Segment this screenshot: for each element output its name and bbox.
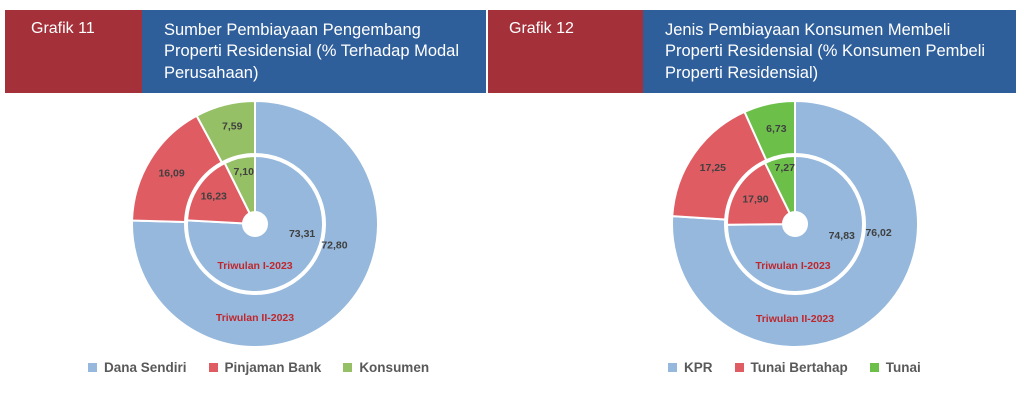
chart2-outer-label-2: 6,73 [766, 123, 787, 135]
chart2-inner-slice-1 [726, 161, 792, 226]
chart2-donut: 76,02 17,25 6,73 74,83 17,90 7,27 Triwulan II-… [671, 100, 919, 348]
chart1-title: Sumber Pembiayaan Pengembang Properti Re… [142, 10, 486, 93]
chart1-inner-ring-name: Triwulan I-2023 [217, 260, 292, 272]
chart1-inner-label-0: 73,31 [289, 228, 315, 240]
chart2-label: Grafik 12 [488, 10, 643, 93]
chart1-inner-slice-1 [186, 161, 251, 225]
chart2-inner-slice-0 [725, 154, 864, 293]
chart1-legend-swatch-1 [208, 363, 218, 372]
chart2-outer-slice-0 [671, 100, 919, 348]
chart2-outer-label-0: 76,02 [865, 227, 891, 239]
chart2-legend-label-1: Tunai Bertahap [750, 360, 848, 375]
chart1-legend-swatch-2 [343, 363, 353, 372]
chart1-legend-item-1: Pinjaman Bank [208, 360, 322, 375]
chart2-outer-ring-name: Triwulan II-2023 [756, 313, 834, 325]
chart1-legend-label-0: Dana Sendiri [104, 360, 187, 375]
chart1-label: Grafik 11 [5, 10, 142, 93]
chart1-outer-label-2: 7,59 [222, 121, 243, 133]
chart2-legend-label-0: KPR [684, 360, 713, 375]
chart2-legend-swatch-2 [869, 363, 879, 372]
chart1-legend-label-1: Pinjaman Bank [224, 360, 322, 375]
chart1-inner-slice-0 [186, 154, 324, 293]
chart1-legend-label-2: Konsumen [359, 360, 430, 375]
chart2-legend-swatch-1 [734, 363, 744, 372]
chart2-legend-label-2: Tunai [885, 360, 921, 375]
chart1-donut: 72,80 16,09 7,59 73,31 16,23 7,10 Triwulan II-… [131, 100, 379, 348]
chart2-inner-slice-2 [763, 154, 796, 215]
chart2-legend-swatch-0 [668, 363, 677, 372]
chart1-legend-swatch-0 [88, 363, 97, 372]
chart1-inner-slice-2 [223, 154, 256, 215]
chart1-inner-label-2: 7,10 [233, 166, 254, 178]
chart1-outer-ring-name: Triwulan II-2023 [216, 312, 294, 324]
chart1-outer-label-0: 72,80 [321, 239, 347, 251]
chart2-title: Jenis Pembiayaan Konsumen Membeli Proper… [643, 10, 1016, 93]
chart2-legend: KPR Tunai Bertahap Tunai [668, 360, 943, 375]
chart1-outer-label-1: 16,09 [158, 168, 184, 180]
chart2-legend-item-1: Tunai Bertahap [734, 360, 848, 375]
chart2-legend-item-0: KPR [668, 360, 713, 375]
chart1-outer-slice-2 [195, 100, 256, 164]
chart1-legend-item-2: Konsumen [343, 360, 429, 375]
chart2-inner-label-2: 7,27 [774, 162, 795, 174]
chart1-outer-slice-0 [131, 100, 379, 348]
chart1-legend-item-0: Dana Sendiri [88, 360, 187, 375]
chart2-outer-slice-2 [743, 100, 796, 162]
chart2-inner-ring-name: Triwulan I-2023 [755, 260, 830, 272]
chart2-inner-label-0: 74,83 [829, 230, 855, 242]
chart2-legend-item-2: Tunai [869, 360, 921, 375]
chart1-inner-label-1: 16,23 [201, 191, 227, 203]
chart2-inner-label-1: 17,90 [742, 194, 768, 206]
chart2-outer-label-1: 17,25 [700, 162, 726, 174]
chart1-legend: Dana Sendiri Pinjaman Bank Konsumen [88, 360, 451, 375]
